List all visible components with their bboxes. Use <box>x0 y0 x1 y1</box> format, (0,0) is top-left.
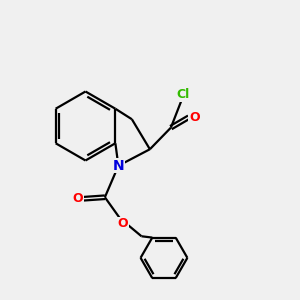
Text: N: N <box>112 159 124 173</box>
Text: O: O <box>189 111 200 124</box>
Text: Cl: Cl <box>176 88 190 101</box>
Text: O: O <box>118 217 128 230</box>
Text: O: O <box>73 192 83 205</box>
